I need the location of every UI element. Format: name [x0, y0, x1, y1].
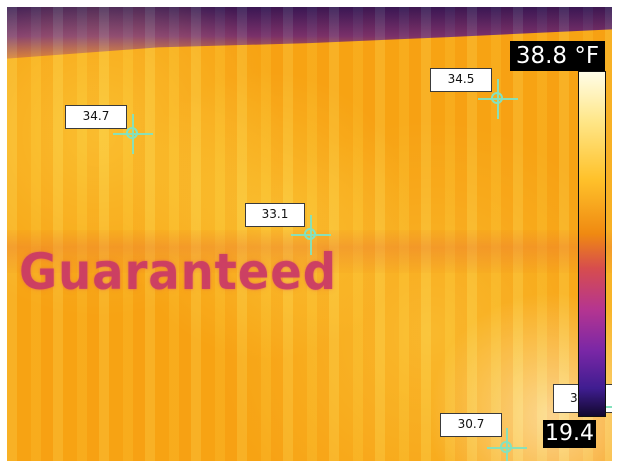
temperature-spot-label-2: 33.1 — [245, 203, 305, 227]
temperature-spot-label-1: 34.7 — [65, 105, 127, 129]
guaranteed-text-overlay: Guaranteed — [19, 243, 337, 301]
temperature-color-scale — [578, 71, 606, 417]
horizontal-heat-band — [7, 230, 612, 273]
thermal-image-frame: Guaranteed 34.7 33.1 34.5 30.7 3 38.8 °F… — [7, 7, 612, 461]
temperature-spot-label-4: 30.7 — [440, 413, 502, 437]
min-temperature-label: 19.4 — [543, 420, 596, 448]
partial-temperature-value: 3 — [570, 391, 578, 405]
temperature-spot-label-3: 34.5 — [430, 68, 492, 92]
max-temperature-label: 38.8 °F — [510, 41, 605, 71]
